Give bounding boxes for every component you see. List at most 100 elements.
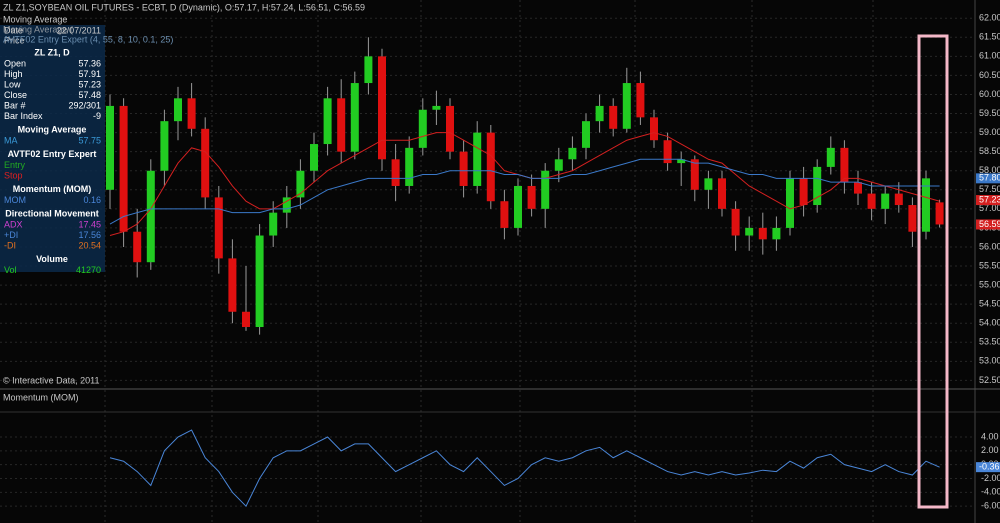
candle-body — [854, 182, 862, 194]
dw-header: ZL Z1, D — [34, 47, 70, 57]
y-tick-label: 62.00 — [979, 13, 1000, 23]
candle-body — [269, 212, 278, 236]
y-tick-label: 54.50 — [979, 299, 1000, 309]
y-tick-label: 53.50 — [979, 337, 1000, 347]
candle-body — [609, 105, 618, 129]
y-tick-label: -4.00 — [981, 487, 1000, 497]
dw-value: 57.36 — [78, 58, 101, 68]
dw-value: 57.75 — [78, 135, 101, 145]
legend-line: Moving Average — [3, 14, 67, 24]
candle-body — [908, 205, 917, 232]
candle-body — [146, 170, 155, 263]
dw-label: Stop — [4, 170, 23, 180]
legend-line: Moving Average ( — [3, 24, 73, 34]
candle-body — [337, 98, 346, 152]
dw-label: Vol — [4, 265, 17, 275]
candle-body — [799, 178, 808, 206]
y-tick-label: 55.00 — [979, 279, 1000, 289]
moving-average-line — [109, 158, 940, 225]
candle-body — [813, 166, 822, 206]
candle-body — [758, 227, 767, 240]
candle-body — [582, 121, 590, 148]
candle-body — [663, 140, 672, 164]
candle-body — [133, 231, 142, 263]
price-tag-label: 56.59 — [979, 219, 1000, 229]
y-tick-label: 57.00 — [979, 203, 1000, 213]
dw-value: 17.45 — [78, 219, 101, 229]
y-tick-label: 59.50 — [979, 108, 1000, 118]
panel-title: Momentum (MOM) — [3, 392, 79, 402]
y-tick-label: 61.50 — [979, 32, 1000, 42]
dw-label: Entry — [4, 160, 26, 170]
y-tick-label: -6.00 — [981, 501, 1000, 511]
candle-body — [282, 197, 291, 213]
dw-label: Price — [4, 35, 25, 45]
candle-body — [364, 56, 373, 84]
candle-body — [677, 159, 686, 164]
y-tick-label: 2.00 — [981, 445, 999, 455]
momentum-tag-label: -0.36 — [979, 462, 1000, 472]
y-tick-label: 52.50 — [979, 375, 1000, 385]
dw-value: 0.16 — [83, 195, 101, 205]
dw-value: 57.23 — [78, 79, 101, 89]
dw-section-title: Moving Average — [18, 124, 87, 134]
dw-value: 41270 — [76, 265, 101, 275]
y-tick-label: 60.00 — [979, 89, 1000, 99]
y-tick-label: -2.00 — [981, 473, 1000, 483]
candle-body — [350, 83, 359, 152]
price-tag-label: 57.23 — [979, 194, 1000, 204]
dw-label: -DI — [4, 240, 16, 250]
candle-body — [160, 121, 169, 171]
dw-label: High — [4, 69, 23, 79]
y-tick-label: 56.00 — [979, 241, 1000, 251]
candle-body — [214, 197, 223, 259]
candle-body — [690, 159, 699, 190]
candle-body — [242, 311, 250, 328]
candle-body — [174, 98, 182, 122]
y-tick-label: 4.00 — [981, 431, 999, 441]
candle-body — [554, 159, 563, 171]
candle-body — [459, 151, 468, 186]
candle-body — [228, 258, 237, 312]
dw-section-title: Volume — [36, 254, 68, 264]
candle-body — [446, 105, 454, 152]
dw-label: MA — [4, 135, 18, 145]
candle-body — [622, 83, 631, 129]
legend-line: AVTF02 Entry Expert (4, 55, 8, 10, 0.1, … — [3, 34, 173, 44]
candle-body — [894, 193, 903, 206]
dw-section-title: AVTF02 Entry Expert — [8, 149, 97, 159]
dw-label: Date — [4, 25, 23, 35]
candle-body — [840, 147, 849, 183]
candle-body — [541, 170, 550, 209]
price-tag — [976, 195, 1000, 206]
dw-value: 292/301 — [68, 100, 101, 110]
dw-value: 57.91 — [78, 69, 101, 79]
dw-value: -9 — [93, 111, 101, 121]
candle-body — [922, 178, 930, 232]
candle-body — [310, 144, 318, 171]
chart-title: ZL Z1,SOYBEAN OIL FUTURES - ECBT, D (Dyn… — [3, 2, 365, 12]
candle-body — [826, 147, 835, 167]
momentum-line — [109, 429, 940, 508]
candle-body — [405, 147, 414, 186]
dw-label: Close — [4, 90, 27, 100]
candle-body — [500, 201, 509, 228]
candle-body — [255, 235, 264, 328]
plot-area: 52.50 53.00 53.50 54.00 54.50 55.00 55.50 56.00… — [0, 13, 1000, 511]
y-tick-label: 59.00 — [979, 127, 1000, 137]
dw-section-title: Directional Movement — [5, 208, 99, 218]
dw-label: Bar Index — [4, 111, 43, 121]
y-tick-label: 55.50 — [979, 260, 1000, 270]
candle-body — [527, 185, 536, 209]
dw-section-title: Momentum (MOM) — [13, 184, 92, 194]
candle-body — [378, 56, 386, 160]
dw-value: 17.56 — [78, 230, 101, 240]
y-tick-label: 60.50 — [979, 70, 1000, 80]
dw-label: Open — [4, 58, 26, 68]
candle-body — [568, 147, 577, 160]
candle-body — [187, 98, 196, 129]
candle-body — [323, 98, 332, 145]
candle-body — [718, 178, 726, 209]
